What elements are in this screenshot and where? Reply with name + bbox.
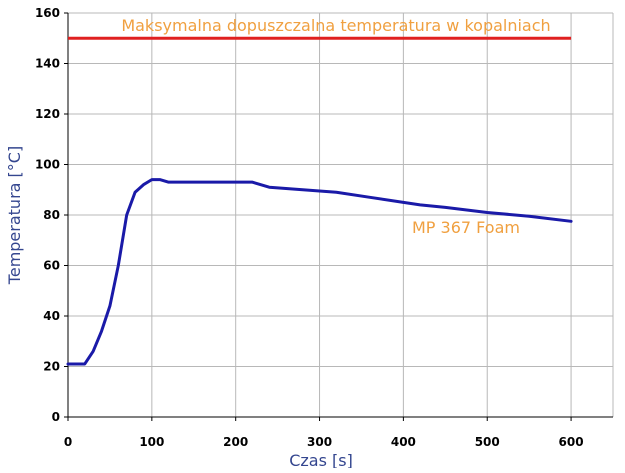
y-tick-label: 100: [35, 158, 60, 172]
y-tick-label: 160: [35, 6, 60, 20]
y-tick-label: 120: [35, 107, 60, 121]
series-layer: [66, 36, 573, 366]
y-axis-title: Temperatura [°C]: [5, 146, 24, 285]
y-tick-label: 40: [43, 309, 60, 323]
annotation-layer: Maksymalna dopuszczalna temperatura w ko…: [121, 16, 550, 237]
x-axis-title: Czas [s]: [289, 451, 353, 468]
x-tick-label: 500: [475, 435, 500, 449]
x-tick-label: 0: [64, 435, 72, 449]
x-tick-label: 200: [223, 435, 248, 449]
series-label: MP 367 Foam: [412, 218, 520, 237]
x-tick-label: 100: [139, 435, 164, 449]
x-tick-label: 300: [307, 435, 332, 449]
x-tick-label: 400: [391, 435, 416, 449]
reference-line-label: Maksymalna dopuszczalna temperatura w ko…: [121, 16, 550, 35]
y-tick-label: 60: [43, 259, 60, 273]
series-line: [66, 178, 573, 366]
grid-layer: [68, 12, 614, 417]
x-tick-label: 600: [559, 435, 584, 449]
tick-layer: 0 20 40 60 80 100 120 140 160 0 100 200 300 400 500 600: [35, 6, 584, 449]
y-tick-label: 140: [35, 57, 60, 71]
y-tick-label: 80: [43, 208, 60, 222]
y-tick-label: 20: [43, 360, 60, 374]
y-tick-label: 0: [52, 410, 60, 424]
